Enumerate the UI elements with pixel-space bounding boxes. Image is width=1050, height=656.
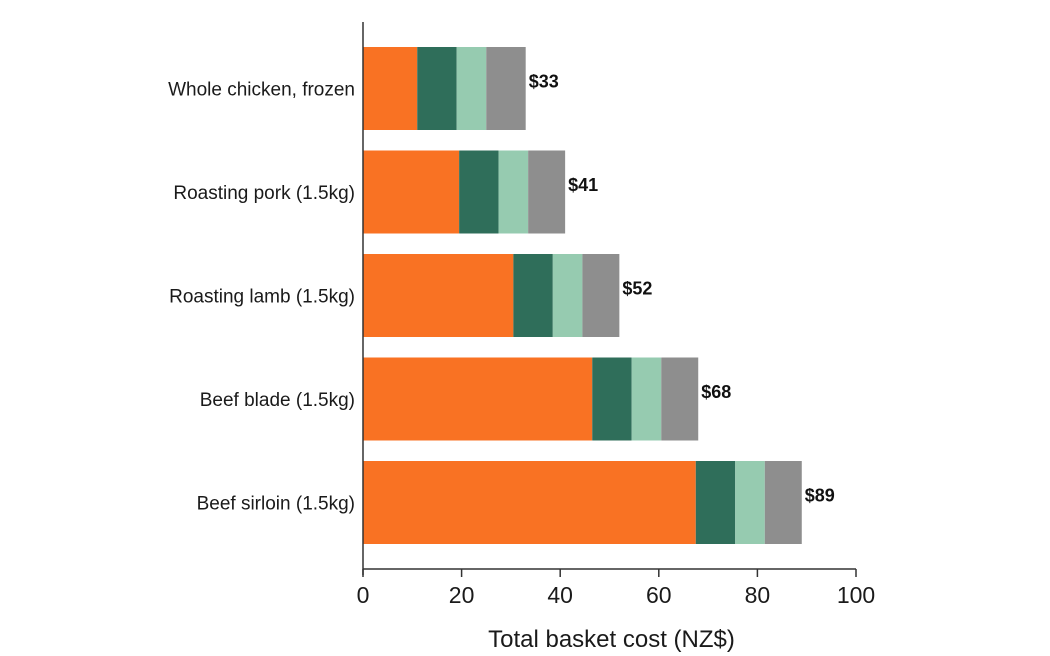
total-value-label: $41 bbox=[568, 175, 598, 195]
total-labels: $33 $41 $52 $68 $89 bbox=[529, 72, 835, 506]
bar-segment-2-row-5 bbox=[695, 461, 736, 544]
category-label: Beef blade (1.5kg) bbox=[200, 390, 355, 411]
total-value-label: $33 bbox=[529, 72, 559, 92]
x-tick-label: 20 bbox=[449, 582, 475, 608]
bar-segment-3-row-4 bbox=[631, 357, 662, 441]
bar-segment-3-row-3 bbox=[552, 254, 583, 337]
bar-segment-1-row-5 bbox=[363, 461, 696, 544]
category-labels: Whole chicken, frozen Roasting pork (1.5k… bbox=[168, 80, 355, 515]
bar-segment-1-row-4 bbox=[363, 357, 593, 441]
total-value-label: $52 bbox=[622, 279, 652, 299]
x-tick-label: 60 bbox=[646, 582, 672, 608]
x-axis-title: Total basket cost (NZ$) bbox=[488, 626, 735, 653]
bar-segment-4-row-3 bbox=[582, 254, 620, 337]
bar-segment-3-row-2 bbox=[498, 150, 529, 234]
bar-segment-2-row-3 bbox=[513, 254, 553, 337]
bar-segment-2-row-4 bbox=[592, 357, 632, 441]
bar-segment-3-row-5 bbox=[735, 461, 765, 544]
x-axis-ticks: 0 20 40 60 80 100 bbox=[357, 569, 875, 608]
category-label: Roasting pork (1.5kg) bbox=[173, 183, 355, 204]
bars-layer bbox=[363, 47, 802, 544]
total-value-label: $89 bbox=[805, 486, 835, 506]
category-label: Beef sirloin (1.5kg) bbox=[197, 494, 355, 515]
bar-segment-2-row-2 bbox=[459, 150, 499, 234]
total-value-label: $68 bbox=[701, 382, 731, 402]
bar-segment-4-row-5 bbox=[764, 461, 802, 544]
bar-segment-4-row-1 bbox=[486, 47, 526, 130]
bar-segment-4-row-2 bbox=[528, 150, 566, 234]
bar-segment-2-row-1 bbox=[417, 47, 457, 130]
bar-segment-1-row-2 bbox=[363, 150, 460, 234]
x-tick-label: 100 bbox=[837, 582, 875, 608]
bar-segment-3-row-1 bbox=[456, 47, 487, 130]
category-label: Roasting lamb (1.5kg) bbox=[169, 287, 355, 308]
category-label: Whole chicken, frozen bbox=[168, 80, 355, 101]
bar-segment-4-row-4 bbox=[661, 357, 699, 441]
x-tick-label: 40 bbox=[547, 582, 573, 608]
x-tick-label: 80 bbox=[745, 582, 771, 608]
x-tick-label: 0 bbox=[357, 582, 370, 608]
bar-segment-1-row-1 bbox=[363, 47, 418, 130]
bar-segment-1-row-3 bbox=[363, 254, 514, 337]
